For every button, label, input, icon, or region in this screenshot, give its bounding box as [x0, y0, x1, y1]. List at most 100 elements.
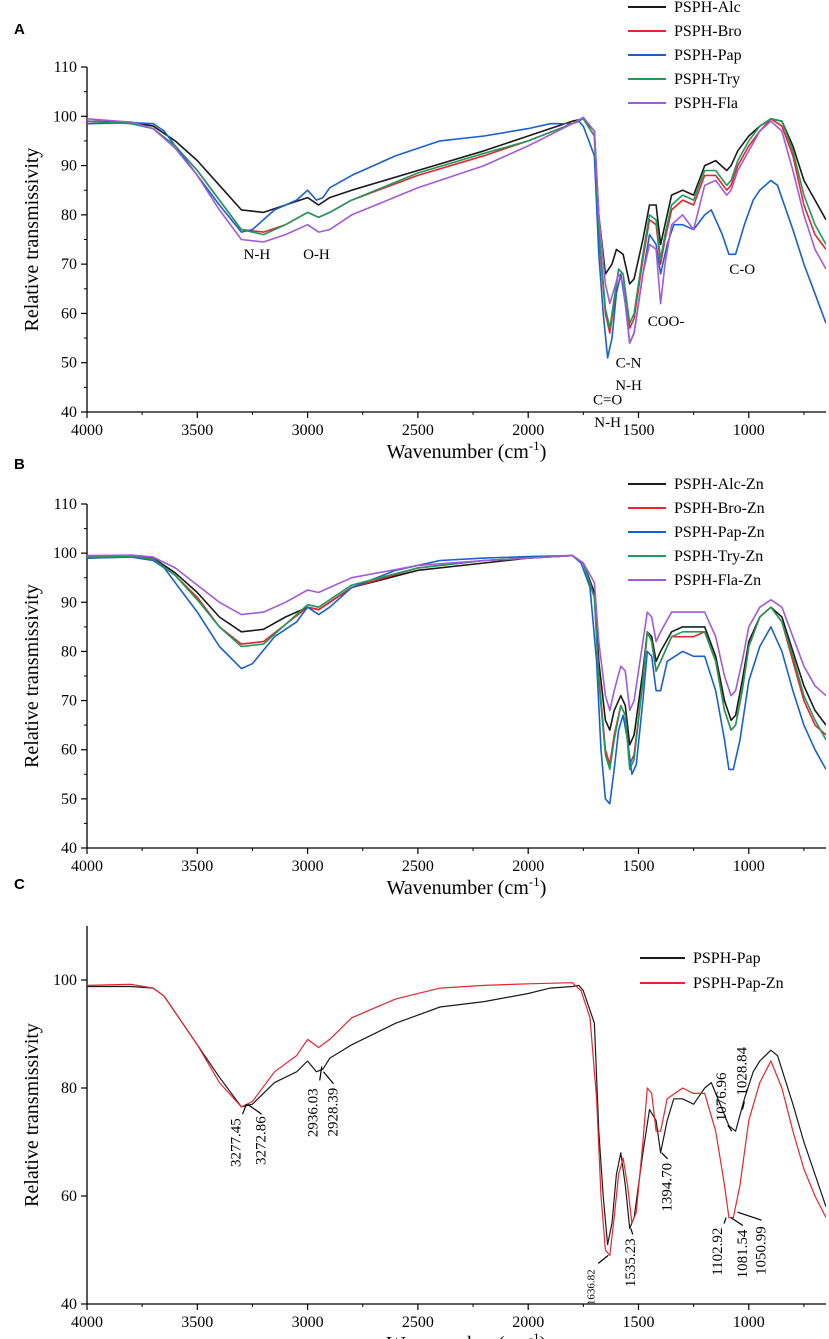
x-tick-label: 1500 — [622, 858, 654, 875]
peak-label: 1050.99 — [754, 1226, 770, 1275]
panel-a: A 40 50 60 70 80 90 100 110 4000 3500 3000 2500 2000 1… — [14, 0, 826, 463]
legend: PSPH-Alc PSPH-Bro PSPH-Pap PSPH-Try PSPH-Fla — [628, 0, 742, 112]
y-tick-label: 50 — [61, 355, 77, 372]
series-line-psph-try — [87, 118, 826, 329]
annotation-label: O-H — [303, 247, 330, 263]
series-line-psph-try-zn — [87, 554, 826, 771]
series-line-psph-alc-zn — [87, 554, 826, 746]
x-tick-label: 2000 — [512, 1314, 544, 1331]
peak-label: 1394.70 — [660, 1163, 676, 1212]
legend-label: PSPH-Alc — [674, 0, 741, 16]
peak-label: 2928.39 — [325, 1088, 341, 1137]
legend-label: PSPH-Fla-Zn — [674, 572, 761, 589]
peak-leader — [723, 1217, 727, 1224]
annotation-label: COO- — [648, 314, 685, 330]
peak-label: 1535.23 — [623, 1238, 639, 1287]
legend-label: PSPH-Fla — [674, 95, 738, 112]
peak-label: 3272.86 — [254, 1116, 270, 1165]
peak-label: 2936.03 — [306, 1088, 322, 1137]
x-tick-label: 1500 — [622, 422, 654, 439]
x-axis-label: Wavenumber (cm-1) — [387, 1330, 547, 1339]
y-axis-label: Relative transmissivity — [21, 1023, 43, 1207]
peak-leader — [727, 1124, 733, 1132]
y-tick-label: 110 — [54, 496, 77, 513]
y-tick-label: 70 — [61, 693, 77, 710]
peak-leader — [730, 1217, 744, 1227]
peak-label: 1081.54 — [735, 1229, 751, 1278]
peak-leader — [597, 1254, 609, 1264]
legend: PSPH-Alc-Zn PSPH-Bro-Zn PSPH-Pap-Zn PSPH-Tr… — [628, 476, 765, 589]
peak-label: 1636.82 — [585, 1269, 597, 1305]
y-tick-label: 60 — [61, 1188, 77, 1205]
legend-label: PSPH-Pap — [674, 47, 742, 64]
y-tick-label: 40 — [61, 840, 77, 857]
series-line-psph-pap — [87, 984, 826, 1246]
x-tick-label: 1000 — [733, 858, 765, 875]
x-tick-label: 3500 — [181, 1314, 213, 1331]
legend-label: PSPH-Bro-Zn — [674, 500, 765, 517]
legend-label: PSPH-Try-Zn — [674, 548, 763, 565]
x-tick-label: 3500 — [181, 858, 213, 875]
x-tick-label: 1000 — [733, 1314, 765, 1331]
legend-label: PSPH-Bro — [674, 23, 742, 40]
x-tick-label: 2500 — [402, 1314, 434, 1331]
x-axis-label: Wavenumber (cm-1) — [387, 438, 547, 463]
peak-leader — [741, 1101, 745, 1110]
peak-leader — [319, 1066, 323, 1081]
series-line-psph-alc — [87, 118, 826, 285]
peak-leader — [247, 1103, 262, 1115]
legend: PSPH-Pap PSPH-Pap-Zn — [640, 950, 784, 992]
legend-label: PSPH-Try — [674, 71, 740, 88]
y-tick-label: 70 — [61, 256, 77, 273]
annotation-label: N-H — [615, 378, 642, 394]
y-axis-label: Relative transmissivity — [21, 584, 43, 768]
annotation-label: N-H — [244, 247, 271, 263]
x-tick-label: 4000 — [71, 1314, 103, 1331]
annotation-label: C=O — [593, 393, 622, 409]
peak-leader — [241, 1103, 248, 1115]
x-tick-label: 3000 — [292, 422, 324, 439]
x-tick-label: 4000 — [71, 422, 103, 439]
y-tick-label: 100 — [53, 108, 77, 125]
y-tick-label: 90 — [61, 594, 77, 611]
x-tick-label: 2500 — [402, 858, 434, 875]
y-tick-label: 100 — [53, 972, 77, 989]
annotation-label: N-H — [594, 415, 621, 431]
x-tick-label: 4000 — [71, 858, 103, 875]
legend-label: PSPH-Pap-Zn — [693, 975, 784, 992]
peak-label: 3277.45 — [228, 1118, 244, 1167]
x-tick-label: 3500 — [181, 422, 213, 439]
y-tick-label: 80 — [61, 643, 77, 660]
peak-label: 1102.92 — [710, 1228, 726, 1276]
peak-leader — [323, 1071, 334, 1085]
peak-label: 1076.96 — [714, 1072, 730, 1121]
series-line-psph-pap — [87, 120, 826, 359]
panel-letter: B — [14, 456, 25, 473]
x-tick-label: 2000 — [512, 858, 544, 875]
series-line-psph-bro — [87, 118, 826, 334]
peak-leader — [737, 1211, 762, 1221]
series-line-psph-fla-zn — [87, 554, 826, 712]
y-tick-label: 100 — [53, 545, 77, 562]
y-axis-label: Relative transmissivity — [21, 148, 43, 332]
y-tick-label: 90 — [61, 158, 77, 175]
panel-letter: C — [14, 876, 25, 893]
annotation-label: C-O — [729, 262, 755, 278]
legend-label: PSPH-Pap-Zn — [674, 524, 765, 541]
legend-label: PSPH-Alc-Zn — [674, 476, 764, 493]
y-tick-label: 80 — [61, 1080, 77, 1097]
series-line-psph-pap-zn — [87, 554, 826, 805]
series-line-psph-fla — [87, 116, 826, 344]
x-tick-label: 2500 — [402, 422, 434, 439]
series-line-psph-pap-zn — [87, 982, 826, 1256]
peak-leader — [661, 1152, 669, 1160]
y-tick-label: 60 — [61, 305, 77, 322]
y-tick-label: 60 — [61, 742, 77, 759]
annotation-label: C-N — [616, 356, 642, 372]
x-tick-label: 1000 — [733, 422, 765, 439]
peak-leader — [630, 1228, 634, 1235]
panel-b: B 40 50 60 70 80 90 100 110 4000 3500 3000 2500 2000 1… — [14, 456, 826, 899]
y-tick-label: 40 — [61, 1296, 77, 1313]
x-tick-label: 1500 — [622, 1314, 654, 1331]
